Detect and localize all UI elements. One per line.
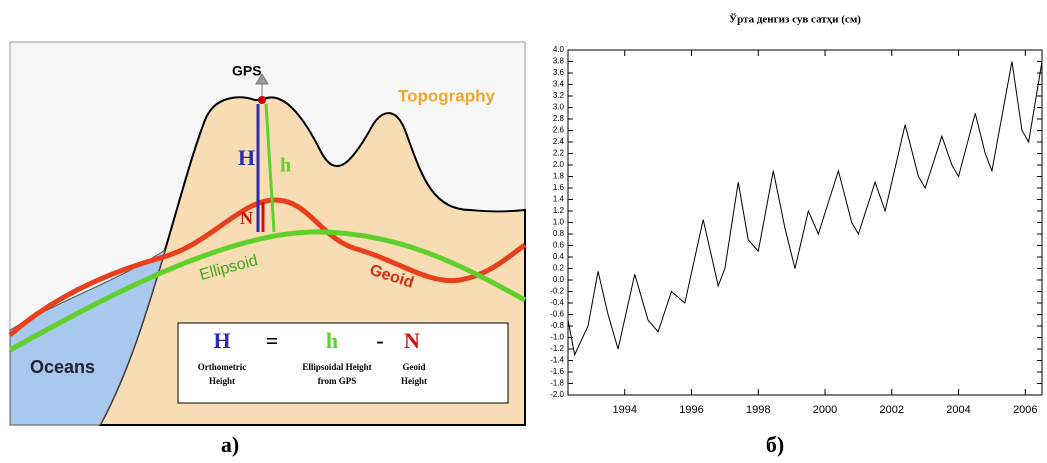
formula: H = h - N Orthometric Height Ellipsoidal…: [198, 328, 427, 386]
gps-point: [258, 96, 266, 104]
x-tick-label: 2006: [1013, 404, 1037, 416]
desc: Geoid: [402, 362, 425, 372]
formula-minus: -: [376, 328, 383, 353]
y-tick-label: -1.4: [550, 356, 564, 365]
x-tick-label: 1998: [746, 404, 770, 416]
x-tick-label: 1994: [613, 404, 637, 416]
gps-label: GPS: [232, 63, 262, 79]
y-tick-label: 2.0: [553, 160, 565, 169]
y-tick-label: 2.8: [553, 114, 565, 123]
y-tick-label: -1.6: [550, 367, 564, 376]
y-tick-label: -0.8: [550, 321, 564, 330]
ellipsoid-arrow: [264, 103, 276, 233]
y-tick-label: 3.2: [553, 91, 565, 100]
diagram: GPS Topography H h N Ellipsoid Geoid Oce…: [8, 41, 527, 426]
y-tick-label: 2.2: [553, 149, 565, 158]
y-tick-label: -1.8: [550, 379, 564, 388]
y-tick-label: 3.4: [553, 80, 565, 89]
ocean: [9, 248, 166, 426]
ellipsoid-line: [8, 229, 527, 353]
plot-frame: [567, 49, 1043, 396]
N-label: N: [240, 208, 253, 228]
y-tick-label: -1.2: [550, 344, 564, 353]
y-tick-label: 3.6: [553, 68, 565, 77]
formula-equals: =: [266, 328, 279, 353]
series-line: [567, 61, 1043, 357]
y-tick-label: 0.0: [553, 275, 565, 284]
y-tick-label: 1.8: [553, 172, 565, 181]
y-tick-label: -2.0: [550, 390, 564, 399]
y-tick-label: 1.0: [553, 218, 565, 227]
caption: а): [221, 432, 239, 457]
y-tick-label: 0.4: [553, 252, 565, 261]
y-tick-label: 1.2: [553, 206, 565, 215]
y-tick-label: 2.6: [553, 126, 565, 135]
y-tick-label: 3.0: [553, 103, 565, 112]
x-tick-label: 1996: [679, 404, 703, 416]
formula-h: h: [326, 328, 338, 353]
x-tick-label: 2004: [946, 404, 970, 416]
formula-H: H: [213, 328, 230, 353]
geoid-line: [8, 197, 527, 337]
y-tick-label: -0.6: [550, 310, 564, 319]
chart-title: Ўрта денгиз сув сатҳи (см): [729, 14, 861, 26]
x-tick-label: 2002: [880, 404, 904, 416]
y-tick-label: -0.4: [550, 298, 564, 307]
y-tick-label: 1.6: [553, 183, 565, 192]
desc: Height: [401, 376, 427, 386]
caption: б): [766, 432, 784, 457]
desc: Orthometric: [198, 362, 246, 372]
oceans-label: Oceans: [30, 357, 95, 377]
y-tick-label: 1.4: [553, 195, 565, 204]
y-tick-label: -0.2: [550, 287, 564, 296]
h-label: h: [280, 155, 291, 177]
desc: Ellipsoidal Height: [302, 362, 371, 372]
y-tick-label: 2.4: [553, 137, 565, 146]
y-tick-label: 0.2: [553, 264, 565, 273]
y-tick-label: 3.8: [553, 57, 565, 66]
y-tick-label: 0.6: [553, 241, 565, 250]
gps-antenna: [255, 73, 269, 98]
desc: Height: [209, 376, 235, 386]
topography-label: Topography: [398, 86, 495, 105]
y-tick-label: -1.0: [550, 333, 564, 342]
formula-N: N: [404, 328, 420, 353]
y-tick-label: 4.0: [553, 45, 565, 54]
formula-box: [177, 322, 509, 404]
y-tick-label: 0.8: [553, 229, 565, 238]
x-tick-label: 2000: [813, 404, 837, 416]
H-label: H: [238, 145, 255, 170]
desc: from GPS: [318, 376, 357, 386]
